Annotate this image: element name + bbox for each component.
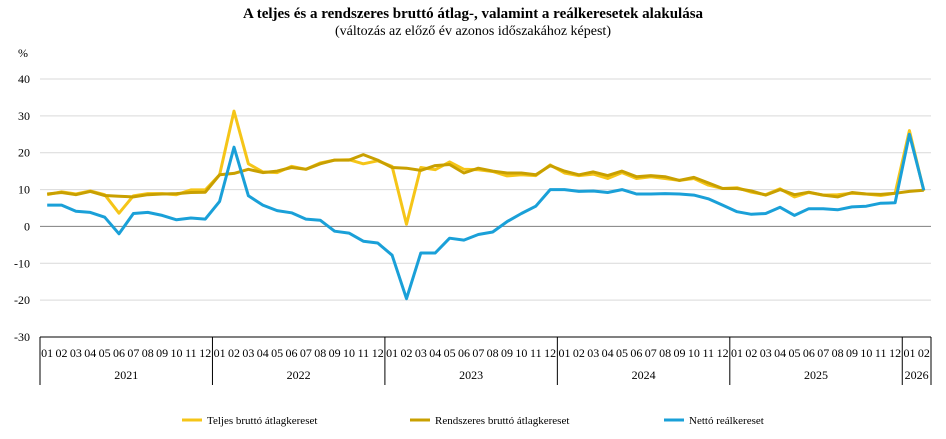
- x-tick-label: 09: [501, 346, 513, 360]
- x-tick-label: 07: [300, 346, 312, 360]
- legend-label: Nettó reálkereset: [689, 415, 764, 427]
- x-tick-label: 04: [84, 346, 96, 360]
- x-tick-label: 02: [745, 346, 757, 360]
- chart-subtitle: (változás az előző év azonos időszakához…: [335, 24, 611, 39]
- x-tick-label: 05: [616, 346, 628, 360]
- x-tick-label: 08: [314, 346, 326, 360]
- year-label: 2025: [804, 368, 828, 382]
- x-tick-label: 02: [918, 346, 930, 360]
- x-tick-label: 11: [185, 346, 197, 360]
- x-tick-label: 07: [472, 346, 484, 360]
- x-tick-label: 05: [271, 346, 283, 360]
- x-tick-label: 06: [285, 346, 297, 360]
- x-tick-label: 12: [372, 346, 384, 360]
- x-tick-label: 07: [645, 346, 657, 360]
- year-label: 2026: [905, 368, 929, 382]
- x-tick-label: 12: [199, 346, 211, 360]
- legend-label: Rendszeres bruttó átlagkereset: [435, 415, 569, 427]
- chart-title: A teljes és a rendszeres bruttó átlag-, …: [242, 6, 704, 22]
- y-axis-unit-label: %: [18, 46, 28, 60]
- x-tick-label: 07: [817, 346, 829, 360]
- y-tick-label: 20: [18, 146, 30, 160]
- legend: Teljes bruttó átlagkereset Rendszeres bru…: [182, 415, 764, 427]
- x-tick-label: 02: [228, 346, 240, 360]
- x-tick-label: 06: [113, 346, 125, 360]
- x-tick-label: 05: [788, 346, 800, 360]
- y-tick-label: 0: [24, 219, 30, 233]
- x-tick-label: 01: [41, 346, 53, 360]
- year-label: 2022: [287, 368, 311, 382]
- x-tick-label: 04: [602, 346, 614, 360]
- x-tick-label: 10: [688, 346, 700, 360]
- x-tick-label: 12: [544, 346, 556, 360]
- x-tick-label: 07: [127, 346, 139, 360]
- year-label: 2023: [459, 368, 483, 382]
- y-tick-label: -10: [14, 256, 30, 270]
- x-tick-label: 11: [358, 346, 370, 360]
- y-axis-ticks: -30 -20 -10 0 10 20 30 40: [14, 72, 30, 344]
- x-tick-label: 08: [832, 346, 844, 360]
- x-tick-label: 12: [717, 346, 729, 360]
- x-tick-label: 04: [429, 346, 441, 360]
- x-tick-label: 09: [329, 346, 341, 360]
- series-line-3: [47, 132, 926, 301]
- x-tick-label: 01: [214, 346, 226, 360]
- x-tick-label: 04: [257, 346, 269, 360]
- x-tick-label: 05: [99, 346, 111, 360]
- grid-lines: [40, 78, 931, 338]
- x-tick-label: 01: [903, 346, 915, 360]
- x-tick-label: 03: [70, 346, 82, 360]
- x-tick-label: 09: [156, 346, 168, 360]
- x-tick-label: 08: [142, 346, 154, 360]
- x-tick-label: 03: [242, 346, 254, 360]
- y-tick-label: -20: [14, 293, 30, 307]
- x-tick-label: 06: [458, 346, 470, 360]
- x-tick-label: 11: [875, 346, 887, 360]
- x-tick-label: 02: [400, 346, 412, 360]
- x-tick-label: 10: [515, 346, 527, 360]
- x-tick-label: 12: [889, 346, 901, 360]
- x-tick-label: 03: [415, 346, 427, 360]
- x-tick-label: 06: [630, 346, 642, 360]
- x-tick-label: 04: [774, 346, 786, 360]
- y-tick-label: 30: [18, 109, 30, 123]
- x-tick-label: 08: [487, 346, 499, 360]
- year-label: 2024: [632, 368, 656, 382]
- x-tick-label: 11: [702, 346, 714, 360]
- x-tick-label: 05: [444, 346, 456, 360]
- y-tick-label: 40: [18, 72, 30, 86]
- x-tick-label: 03: [587, 346, 599, 360]
- x-tick-label: 01: [559, 346, 571, 360]
- x-tick-label: 01: [731, 346, 743, 360]
- x-tick-label: 09: [846, 346, 858, 360]
- x-tick-label: 06: [803, 346, 815, 360]
- x-tick-label: 02: [56, 346, 68, 360]
- legend-label: Teljes bruttó átlagkereset: [207, 415, 317, 427]
- x-tick-label: 11: [530, 346, 542, 360]
- x-tick-label: 09: [674, 346, 686, 360]
- x-tick-label: 10: [343, 346, 355, 360]
- x-tick-label: 02: [573, 346, 585, 360]
- x-tick-label: 10: [171, 346, 183, 360]
- x-tick-label: 03: [760, 346, 772, 360]
- x-tick-label: 08: [659, 346, 671, 360]
- series-line-1: [46, 109, 926, 226]
- x-tick-label: 10: [860, 346, 872, 360]
- series-lines: [46, 109, 926, 301]
- x-tick-label: 01: [386, 346, 398, 360]
- y-tick-label: -30: [14, 330, 30, 344]
- y-tick-label: 10: [18, 183, 30, 197]
- year-label: 2021: [114, 368, 138, 382]
- series-line-2: [47, 153, 924, 199]
